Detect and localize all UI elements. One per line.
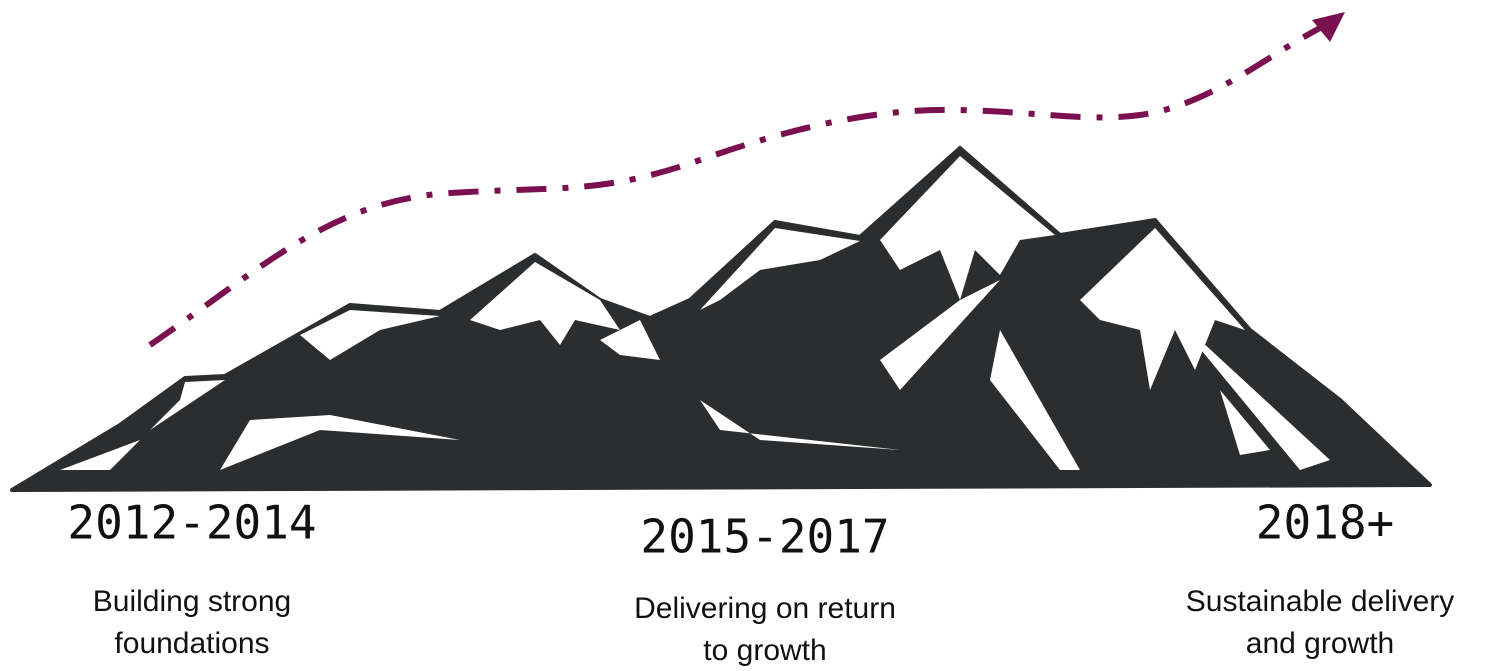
stage-description: to growth: [703, 634, 826, 667]
mountains: [12, 148, 1430, 490]
stage-description: Building strong: [93, 585, 291, 618]
stage-description: Delivering on return: [634, 592, 896, 625]
stage-description: Sustainable delivery: [1186, 585, 1455, 618]
stage-period: 2015-2017: [640, 510, 889, 564]
stage-description: foundations: [114, 627, 269, 660]
stage-period: 2012-2014: [67, 496, 316, 550]
illustration: 2012-2014 Building strong foundations 20…: [0, 0, 1508, 671]
page: 2012-2014 Building strong foundations 20…: [0, 0, 1508, 671]
stage-period: 2018+: [1256, 496, 1394, 550]
stage-description: and growth: [1246, 627, 1394, 660]
